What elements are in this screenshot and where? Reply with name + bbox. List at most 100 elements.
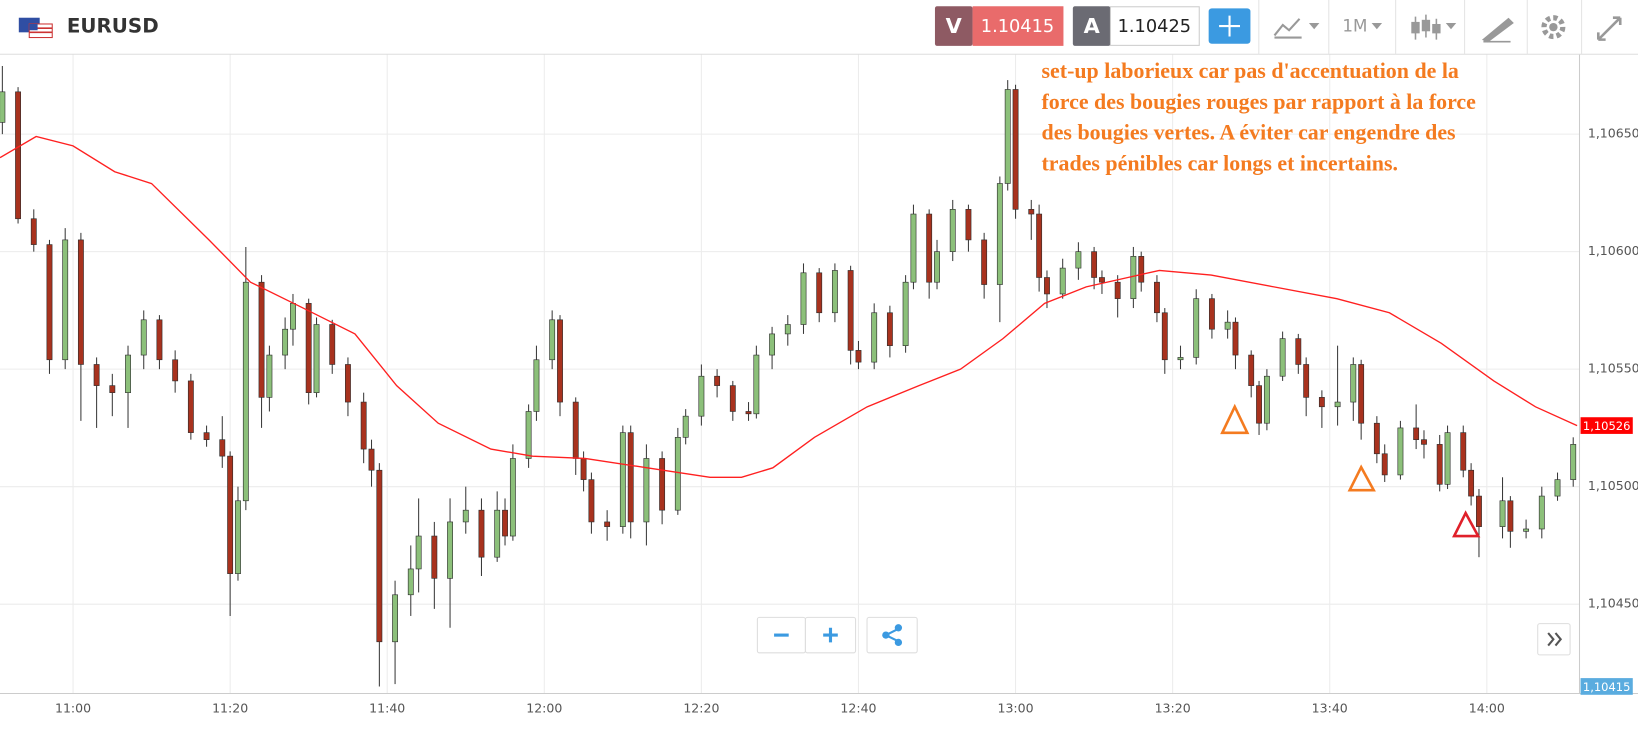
x-tick-label: 13:20 xyxy=(1155,701,1191,716)
candle-body xyxy=(242,281,249,502)
candle-body xyxy=(1036,213,1043,278)
share-dot xyxy=(882,631,890,639)
candle-body xyxy=(93,364,100,386)
candle-body xyxy=(1499,500,1506,527)
candle-body xyxy=(478,509,485,558)
candle-body xyxy=(934,251,940,283)
candle-body xyxy=(407,568,414,596)
candle-body xyxy=(1538,495,1545,530)
candle-body xyxy=(313,324,320,393)
candle-body xyxy=(368,448,375,471)
candle-body xyxy=(1263,375,1270,424)
indicator-icon[interactable] xyxy=(1273,18,1302,39)
candle-body xyxy=(926,213,933,283)
candle-body xyxy=(1507,500,1514,532)
caret xyxy=(1445,22,1457,30)
marker-triangle xyxy=(1452,510,1481,538)
candle-body xyxy=(1161,312,1168,361)
candle-body xyxy=(0,91,6,123)
candle-icon-body xyxy=(1421,19,1431,32)
caret xyxy=(1371,22,1383,30)
candle-body xyxy=(1460,432,1467,471)
candle-body xyxy=(1232,321,1239,356)
share-button[interactable] xyxy=(866,616,918,654)
candle-body xyxy=(1570,444,1577,480)
candle-body xyxy=(509,458,516,537)
candle-body xyxy=(1421,439,1427,445)
zoom-controls xyxy=(756,616,1571,656)
draw-icon[interactable] xyxy=(1481,17,1514,43)
candle-body xyxy=(1138,256,1145,283)
sell-price-box[interactable] xyxy=(972,6,1064,46)
fullscreen-icon[interactable] xyxy=(1596,16,1622,41)
candle-body xyxy=(682,415,689,438)
candle-body xyxy=(1193,298,1200,358)
candle-body xyxy=(816,272,823,314)
candle-body xyxy=(745,411,752,415)
x-tick-label: 12:00 xyxy=(526,701,562,716)
candle-body xyxy=(415,535,422,570)
candle-body xyxy=(392,594,398,643)
annotation-line: set-up laborieux car pas d'accentuation … xyxy=(1042,58,1459,83)
y-tick-label: 1,10600 xyxy=(1588,243,1638,258)
annotation-line: force des bougies rouges par rapport à l… xyxy=(1042,89,1477,114)
candle-body xyxy=(996,183,1003,285)
symbol: EURUSD xyxy=(67,15,159,38)
candle-body xyxy=(77,239,84,365)
candle-body xyxy=(769,333,776,356)
share-dot xyxy=(894,624,903,632)
buy-button[interactable] xyxy=(1072,6,1111,46)
candle-body xyxy=(549,319,556,361)
candle-body xyxy=(219,439,226,457)
candle-body xyxy=(949,209,956,252)
header: EURUSD V 1.10415 A 1.10425 1M xyxy=(0,0,1638,55)
candle-body xyxy=(462,509,469,523)
y-tick-label: 1,10500 xyxy=(1588,478,1638,493)
candle-body xyxy=(447,521,453,579)
candle-body xyxy=(360,401,367,450)
candle-body xyxy=(1256,385,1262,424)
settings-icon-core xyxy=(1549,22,1558,32)
candle-body xyxy=(572,401,579,459)
candle-body xyxy=(156,319,163,361)
candle-body xyxy=(965,209,972,241)
y-tick-label: 1,10650 xyxy=(1588,126,1638,141)
candle-icon-body xyxy=(1411,21,1420,34)
candle-body xyxy=(800,272,807,325)
candle-body xyxy=(125,354,131,393)
candle-body xyxy=(1075,251,1082,269)
price-tag xyxy=(1580,678,1633,695)
candle-body xyxy=(619,432,626,527)
sell-button[interactable] xyxy=(934,6,973,46)
x-tick-label: 13:40 xyxy=(1312,701,1348,716)
sell-price: 1.10415 xyxy=(981,17,1054,37)
candle-body xyxy=(109,385,116,393)
candle-body xyxy=(902,281,909,346)
candle-body xyxy=(627,432,634,523)
buy-label: A xyxy=(1084,14,1101,38)
candle-body xyxy=(1373,422,1380,455)
y-tick-label: 1,10450 xyxy=(1588,596,1638,611)
candle-body xyxy=(494,509,501,558)
candle-body xyxy=(910,213,917,283)
candle-body xyxy=(376,469,383,643)
crosshair-icon xyxy=(1219,15,1240,37)
x-tick-label: 11:00 xyxy=(55,701,91,716)
plot-area: 1,10450 1,10500 1,10550 1,10600 1,10650 11:00… xyxy=(0,54,1638,716)
candle-body xyxy=(1318,397,1325,408)
timeframe[interactable]: 1M xyxy=(1342,16,1367,36)
candle-body xyxy=(290,303,296,330)
candle-body xyxy=(1397,427,1404,476)
header-bar xyxy=(0,0,1638,55)
buy-price-box[interactable] xyxy=(1109,6,1200,46)
candle-body xyxy=(643,458,650,523)
candle-body xyxy=(305,303,312,393)
candle-body xyxy=(187,380,194,433)
candle-body xyxy=(557,319,563,403)
price-tag-label: 1,10526 xyxy=(1583,419,1630,433)
candle-icon-body xyxy=(1432,23,1441,34)
x-tick-label: 11:20 xyxy=(212,701,248,716)
candle-body xyxy=(1523,528,1530,532)
candle-body xyxy=(203,432,210,440)
settings-icon[interactable] xyxy=(1541,15,1566,40)
